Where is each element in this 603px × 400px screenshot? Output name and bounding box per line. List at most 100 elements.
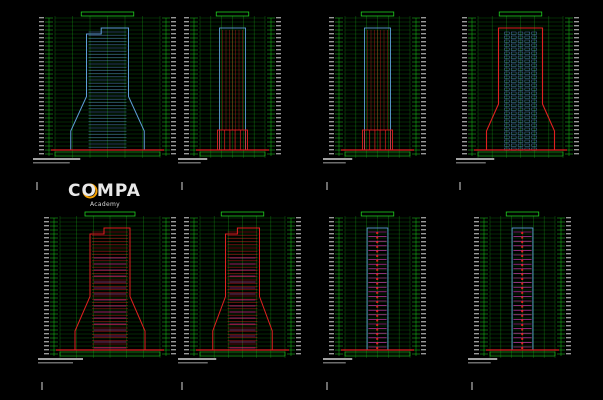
level-label-mark	[329, 253, 334, 255]
window-cell	[531, 31, 537, 35]
window-cell	[511, 43, 517, 47]
window-cell	[524, 99, 530, 103]
level-label-mark	[276, 65, 281, 67]
section-core-mark	[521, 333, 524, 336]
window-cell	[511, 79, 517, 83]
level-label-mark	[421, 89, 426, 91]
level-label-mark	[171, 141, 176, 143]
level-label-mark	[44, 273, 49, 275]
level-label-mark	[44, 353, 49, 355]
level-label-mark	[474, 337, 479, 339]
level-label-mark	[44, 277, 49, 279]
level-label-mark	[421, 105, 426, 107]
level-label-mark	[296, 261, 301, 263]
level-label-mark	[421, 109, 426, 111]
level-label-mark	[566, 333, 571, 335]
compa-academy-logo: COMPA Academy	[68, 182, 146, 210]
level-label-mark	[44, 309, 49, 311]
window-cell	[524, 47, 530, 51]
level-label-mark	[329, 329, 334, 331]
level-label-mark	[171, 241, 176, 243]
section-core-mark	[521, 337, 524, 340]
level-label-mark	[276, 85, 281, 87]
level-label-mark	[574, 57, 579, 59]
level-label-mark	[171, 301, 176, 303]
level-label-mark	[184, 77, 189, 79]
window-cell	[504, 31, 510, 35]
level-label-mark	[39, 25, 44, 27]
window-cell	[524, 139, 530, 143]
level-label-mark	[39, 101, 44, 103]
section-core-mark	[521, 255, 524, 257]
level-label-mark	[184, 33, 189, 35]
level-label-mark	[329, 145, 334, 147]
level-label-mark	[276, 33, 281, 35]
level-label-mark	[184, 73, 189, 75]
window-cell	[511, 75, 517, 79]
level-label-mark	[171, 57, 176, 59]
section-core-mark	[376, 319, 379, 322]
level-label-mark	[44, 341, 49, 343]
level-label-mark	[276, 97, 281, 99]
level-label-mark	[184, 101, 189, 103]
level-label-mark	[462, 49, 467, 51]
level-label-mark	[39, 113, 44, 115]
level-label-mark	[39, 85, 44, 87]
level-label-mark	[329, 77, 334, 79]
window-cell	[511, 87, 517, 91]
level-label-mark	[421, 133, 426, 135]
level-label-mark	[574, 61, 579, 63]
window-cell	[524, 59, 530, 63]
level-label-mark	[421, 241, 426, 243]
section-core-mark	[521, 301, 524, 303]
level-label-mark	[574, 53, 579, 55]
title-block-mark	[456, 158, 495, 160]
level-label-mark	[296, 241, 301, 243]
level-label-mark	[171, 305, 176, 307]
window-cell	[504, 91, 510, 95]
level-label-mark	[276, 89, 281, 91]
level-label-mark	[184, 277, 189, 279]
level-label-mark	[421, 137, 426, 139]
window-cell	[517, 47, 524, 51]
level-label-mark	[184, 105, 189, 107]
window-cell	[524, 31, 530, 35]
level-label-mark	[171, 145, 176, 147]
level-label-mark	[421, 113, 426, 115]
level-label-mark	[329, 225, 334, 227]
level-label-mark	[296, 297, 301, 299]
level-label-mark	[171, 245, 176, 247]
window-cell	[524, 39, 530, 43]
level-label-mark	[566, 313, 571, 315]
level-label-mark	[574, 17, 579, 19]
level-label-mark	[329, 257, 334, 259]
title-block-mark	[468, 362, 491, 364]
level-label-mark	[329, 237, 334, 239]
section-core-mark	[376, 250, 379, 253]
level-label-mark	[329, 233, 334, 235]
level-label-mark	[421, 297, 426, 299]
window-cell	[524, 119, 530, 123]
level-label-mark	[276, 21, 281, 23]
level-label-mark	[462, 69, 467, 71]
level-label-mark	[329, 321, 334, 323]
level-label-mark	[566, 301, 571, 303]
level-label-mark	[184, 233, 189, 235]
level-label-mark	[566, 281, 571, 283]
level-label-mark	[44, 289, 49, 291]
level-label-mark	[171, 309, 176, 311]
level-label-mark	[574, 41, 579, 43]
level-label-mark	[296, 329, 301, 331]
window-cell	[517, 59, 524, 63]
level-label-mark	[44, 257, 49, 259]
level-label-mark	[184, 69, 189, 71]
top-dimension-bar	[360, 11, 395, 17]
level-label-mark	[171, 329, 176, 331]
level-label-mark	[421, 321, 426, 323]
level-label-mark	[462, 33, 467, 35]
level-label-mark	[184, 153, 189, 155]
level-label-mark	[462, 109, 467, 111]
top-dimension-bar	[220, 211, 265, 217]
level-label-mark	[421, 277, 426, 279]
